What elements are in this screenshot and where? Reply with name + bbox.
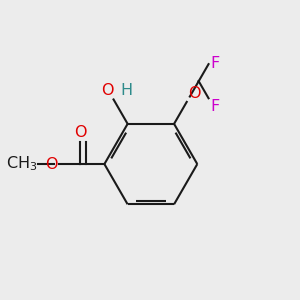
Text: O: O	[188, 85, 201, 100]
Text: F: F	[210, 99, 219, 114]
Text: O: O	[101, 83, 113, 98]
Text: O: O	[46, 157, 58, 172]
Text: F: F	[210, 56, 219, 71]
Text: O: O	[74, 125, 87, 140]
Text: CH$_3$: CH$_3$	[6, 155, 38, 173]
Text: H: H	[121, 83, 133, 98]
